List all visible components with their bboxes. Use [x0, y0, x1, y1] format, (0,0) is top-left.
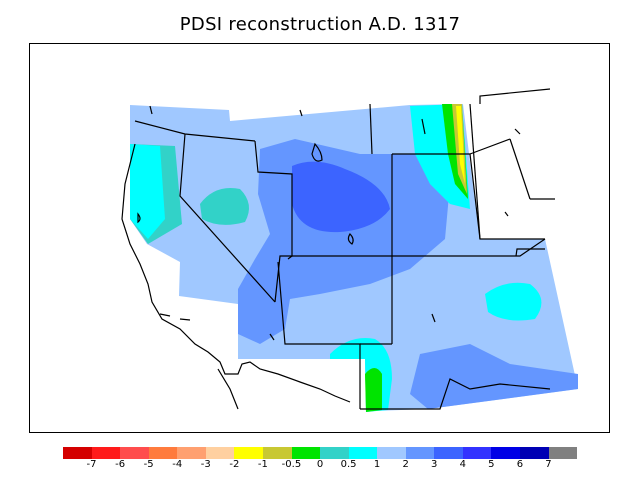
field-green-nm — [365, 368, 382, 412]
colorbar-tick-label: 0 — [316, 459, 324, 470]
field-yellow-wy — [456, 106, 465, 184]
colorbar-tick-label: 6 — [516, 459, 524, 470]
colorbar-swatch — [291, 447, 321, 459]
colorbar-swatch — [405, 447, 435, 459]
colorbar-tick-label: -2 — [229, 459, 240, 470]
pdsi-map — [121, 88, 578, 412]
colorbar-tick-label: -4 — [172, 459, 183, 470]
field-cyan-east — [485, 282, 542, 321]
colorbar-swatch — [177, 447, 206, 459]
colorbar-swatch — [491, 447, 520, 459]
colorbar-tick-label: 5 — [488, 459, 495, 470]
colorbar-tick-label: 1 — [373, 459, 381, 470]
colorbar-tick-label: 3 — [431, 459, 438, 470]
colorbar-tick-label: -5 — [143, 459, 154, 470]
colorbar-tick-label: 0.5 — [340, 459, 357, 470]
colorbar-tick-label: -1 — [257, 459, 268, 470]
colorbar-tick-label: -7 — [86, 459, 97, 470]
colorbar-swatch — [63, 447, 92, 459]
lakes — [137, 105, 521, 341]
colorbar-swatch — [348, 447, 378, 459]
colorbar-tick-label: 7 — [545, 459, 552, 470]
colorbar-tick-label: 2 — [402, 459, 409, 470]
colorbar-swatch — [120, 447, 149, 459]
colorbar-labels: -7 -6 -5 -4 -3 -2 -1 -0.5 0 0.5 1 2 3 4 5 6 7 — [63, 459, 577, 475]
colorbar-swatch — [148, 447, 178, 459]
field-mid-blue-east — [410, 344, 578, 409]
field-dark-blue — [292, 161, 390, 233]
colorbar-swatch — [434, 447, 463, 459]
state-borders — [134, 88, 555, 410]
colorbar-swatch — [462, 447, 492, 459]
colorbar-tick-label: -3 — [200, 459, 211, 470]
field-cyan-west — [130, 144, 165, 239]
colorbar-swatch — [91, 447, 121, 459]
colorbar-swatch — [205, 447, 235, 459]
coastline — [121, 143, 351, 403]
colorbar-tick-label: 4 — [459, 459, 466, 470]
colorbar-swatch — [548, 447, 578, 459]
field-cyan-nm — [330, 338, 392, 412]
colorbar — [63, 447, 578, 459]
field-mid-blue — [238, 139, 450, 344]
gulf-coast — [217, 368, 239, 410]
map-panel — [29, 43, 610, 433]
colorbar-swatch — [234, 447, 263, 459]
colorbar-swatch — [377, 447, 406, 459]
colorbar-swatch — [320, 447, 349, 459]
field-teal-nevada — [200, 188, 249, 225]
chart-title: PDSI reconstruction A.D. 1317 — [179, 14, 461, 35]
colorbar-tick-label: -6 — [115, 459, 126, 470]
colorbar-tick-label: -0.5 — [281, 459, 302, 470]
colorbar-swatch — [262, 447, 292, 459]
colorbar-swatch — [520, 447, 549, 459]
